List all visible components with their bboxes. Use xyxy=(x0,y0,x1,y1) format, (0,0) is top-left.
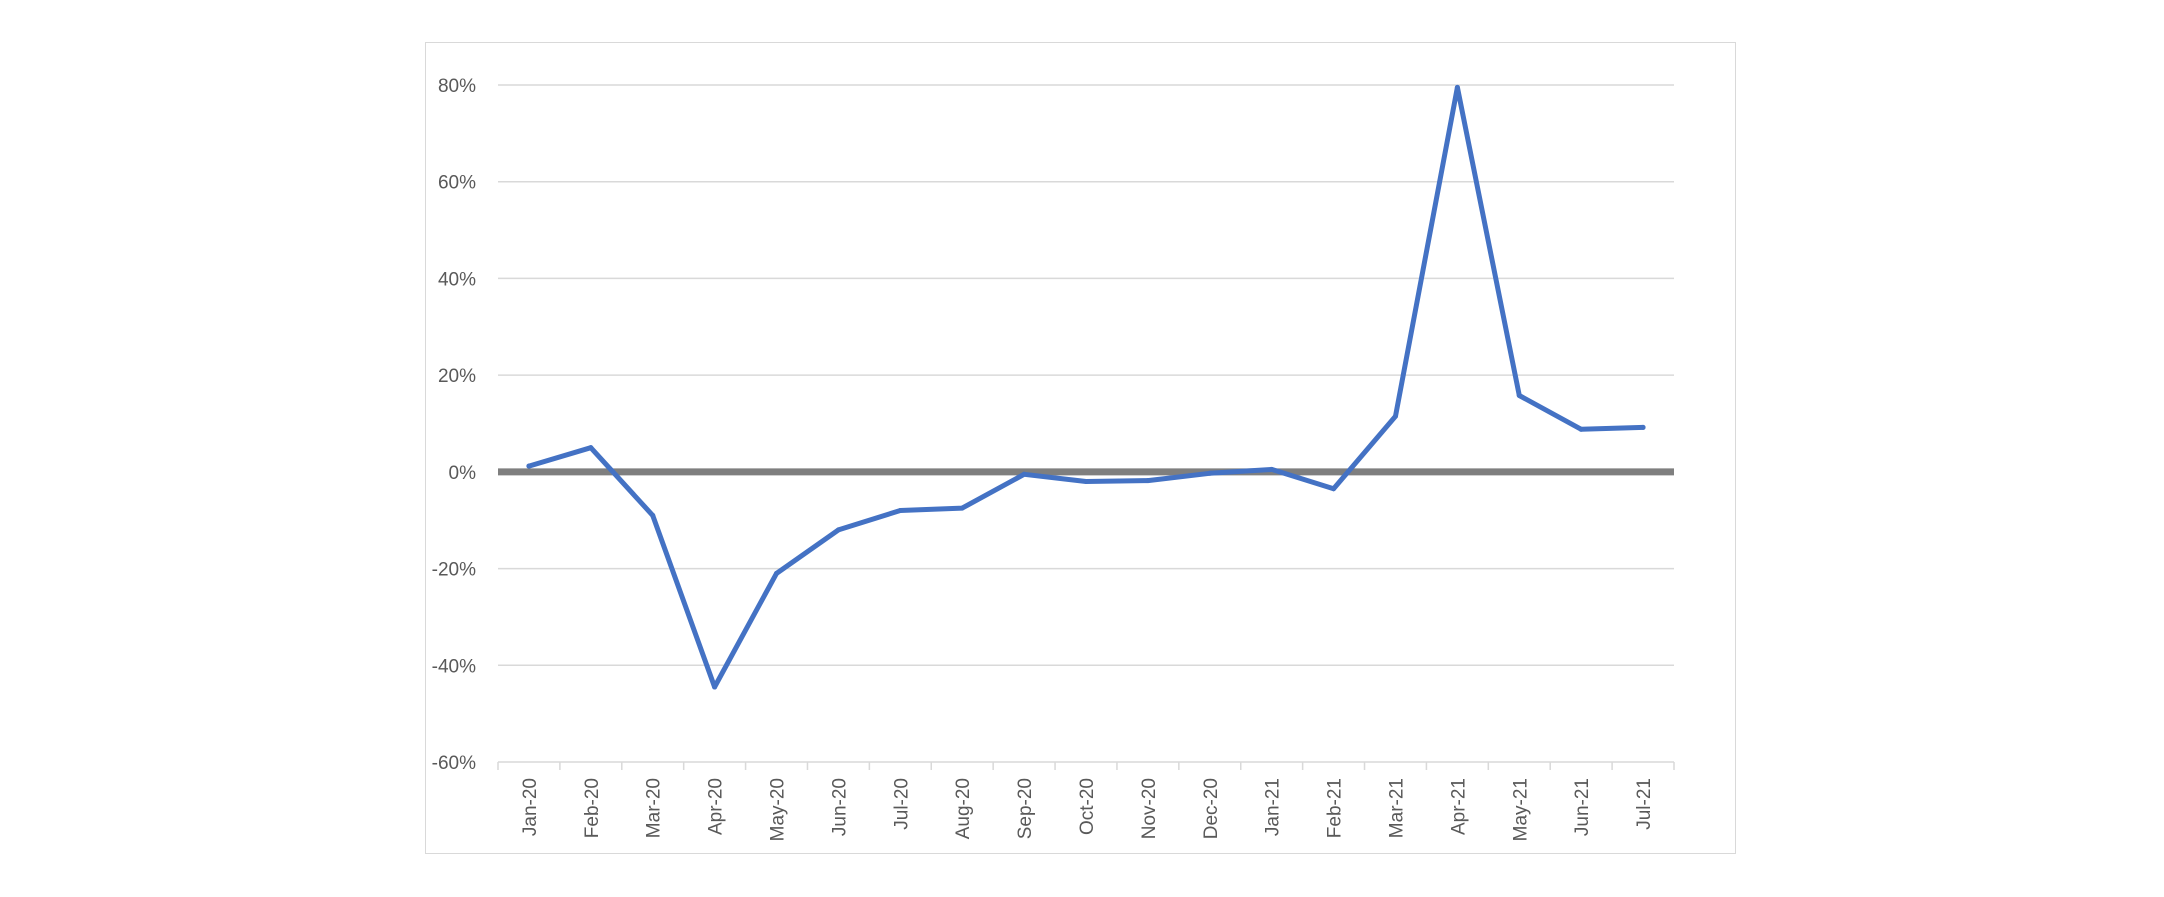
data-point xyxy=(1578,426,1584,432)
y-tick-label: -60% xyxy=(432,753,476,774)
x-tick-label: Mar-21 xyxy=(1386,778,1407,838)
data-point xyxy=(959,505,965,511)
data-point xyxy=(1207,470,1213,476)
data-point xyxy=(1145,478,1151,484)
x-tick-label: Jun-21 xyxy=(1572,778,1593,836)
x-tick-label: Jun-20 xyxy=(829,778,850,836)
x-tick-label: Mar-20 xyxy=(644,778,665,838)
x-tick-label: Oct-20 xyxy=(1077,778,1098,835)
data-point xyxy=(774,570,780,576)
y-tick-label: 20% xyxy=(438,366,476,387)
line-chart: 80% 60% 40% 20% 0% -20% -40% -60% Jan-20 Feb-20 Ma… xyxy=(432,76,1675,841)
x-tick-label: Dec-20 xyxy=(1201,778,1222,839)
data-point xyxy=(1454,84,1460,90)
data-point xyxy=(1021,471,1027,477)
x-tick-label: Aug-20 xyxy=(953,778,974,839)
y-tick-label: 80% xyxy=(438,76,476,97)
x-tick-label: Feb-21 xyxy=(1325,778,1346,838)
data-point xyxy=(1083,479,1089,485)
data-point xyxy=(650,512,656,518)
data-point xyxy=(835,527,841,533)
data-point xyxy=(526,463,532,469)
data-point xyxy=(712,684,718,690)
data-point xyxy=(1331,486,1337,492)
x-tick-label: Feb-20 xyxy=(582,778,603,838)
x-tick-label: Jan-20 xyxy=(520,778,541,836)
x-tick-label: Sep-20 xyxy=(1015,778,1036,839)
x-tick-label: Nov-20 xyxy=(1139,778,1160,839)
x-tick-label: May-20 xyxy=(768,778,789,841)
x-tick-label: May-21 xyxy=(1510,778,1531,841)
x-tick-label: Jul-20 xyxy=(891,778,912,830)
x-tick-label: Jan-21 xyxy=(1263,778,1284,836)
y-tick-label: -20% xyxy=(432,560,476,581)
x-tick-label: Apr-20 xyxy=(706,778,727,835)
chart-frame: 80% 60% 40% 20% 0% -20% -40% -60% Jan-20 Feb-20 Ma… xyxy=(425,42,1736,854)
y-tick-label: 40% xyxy=(438,269,476,290)
y-tick-label: 60% xyxy=(438,173,476,194)
y-tick-label: 0% xyxy=(449,463,477,484)
data-point xyxy=(1516,392,1522,398)
data-point xyxy=(1640,424,1646,430)
x-tick-label: Apr-21 xyxy=(1448,778,1469,835)
data-point xyxy=(1269,466,1275,472)
data-point xyxy=(897,508,903,514)
y-tick-label: -40% xyxy=(432,656,476,677)
data-point xyxy=(1392,413,1398,419)
x-tick-label: Jul-21 xyxy=(1634,778,1655,830)
series-line xyxy=(526,84,1646,690)
data-point xyxy=(588,445,594,451)
